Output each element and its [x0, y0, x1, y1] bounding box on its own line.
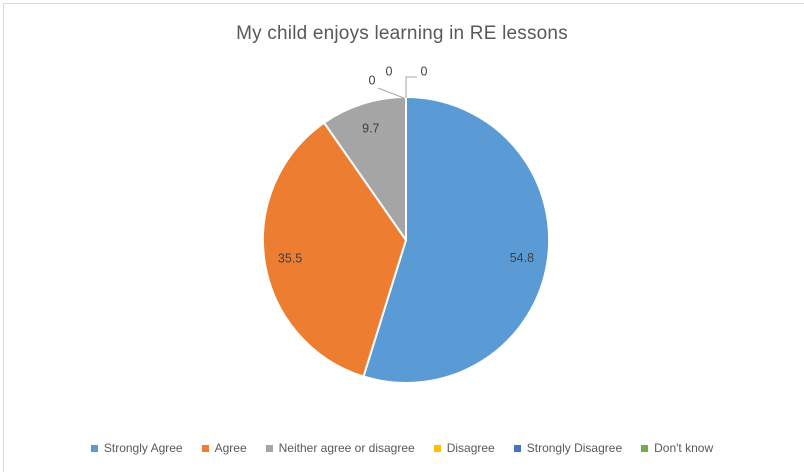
legend-item-don-t-know: Don't know [641, 441, 713, 455]
chart-title: My child enjoys learning in RE lessons [236, 23, 568, 44]
pie-slice-agree [261, 121, 407, 378]
legend-item-strongly-agree: Strongly Agree [90, 441, 183, 455]
leader-line [377, 87, 405, 99]
legend-item-neither-agree-or-disagree: Neither agree or disagree [265, 441, 415, 455]
data-label-disagree: 0 [369, 74, 376, 88]
legend-label: Strongly Disagree [526, 441, 623, 455]
pie-slice-strongly-agree [362, 96, 551, 384]
pie-slice-neither-agree-or-disagree [323, 95, 407, 241]
legend-label: Disagree [446, 441, 495, 455]
legend-swatch-disagree [433, 444, 441, 452]
legend-label: Agree [214, 441, 247, 455]
data-label-strongly-disagree: 0 [386, 65, 393, 79]
legend-swatch-strongly-agree [90, 444, 98, 452]
legend-item-agree: Agree [201, 441, 247, 455]
legend-swatch-neither-agree-or-disagree [265, 444, 273, 452]
data-label-strongly-agree: 54.8 [510, 251, 534, 265]
data-label-agree: 35.5 [278, 252, 302, 266]
legend-label: Don't know [654, 441, 714, 455]
legend-swatch-strongly-disagree [513, 444, 521, 452]
legend-swatch-don-t-know [641, 444, 649, 452]
legend-item-disagree: Disagree [433, 441, 495, 455]
legend-label: Strongly Agree [103, 441, 183, 455]
legend: Strongly Agree Agree Neither agree or disa… [0, 441, 804, 455]
data-label-don-t-know: 0 [421, 65, 428, 79]
legend-item-strongly-disagree: Strongly Disagree [513, 441, 623, 455]
legend-label: Neither agree or disagree [278, 441, 415, 455]
leader-line [405, 76, 417, 98]
data-label-neither-agree-or-disagree: 9.7 [362, 122, 379, 136]
legend-swatch-agree [201, 444, 209, 452]
